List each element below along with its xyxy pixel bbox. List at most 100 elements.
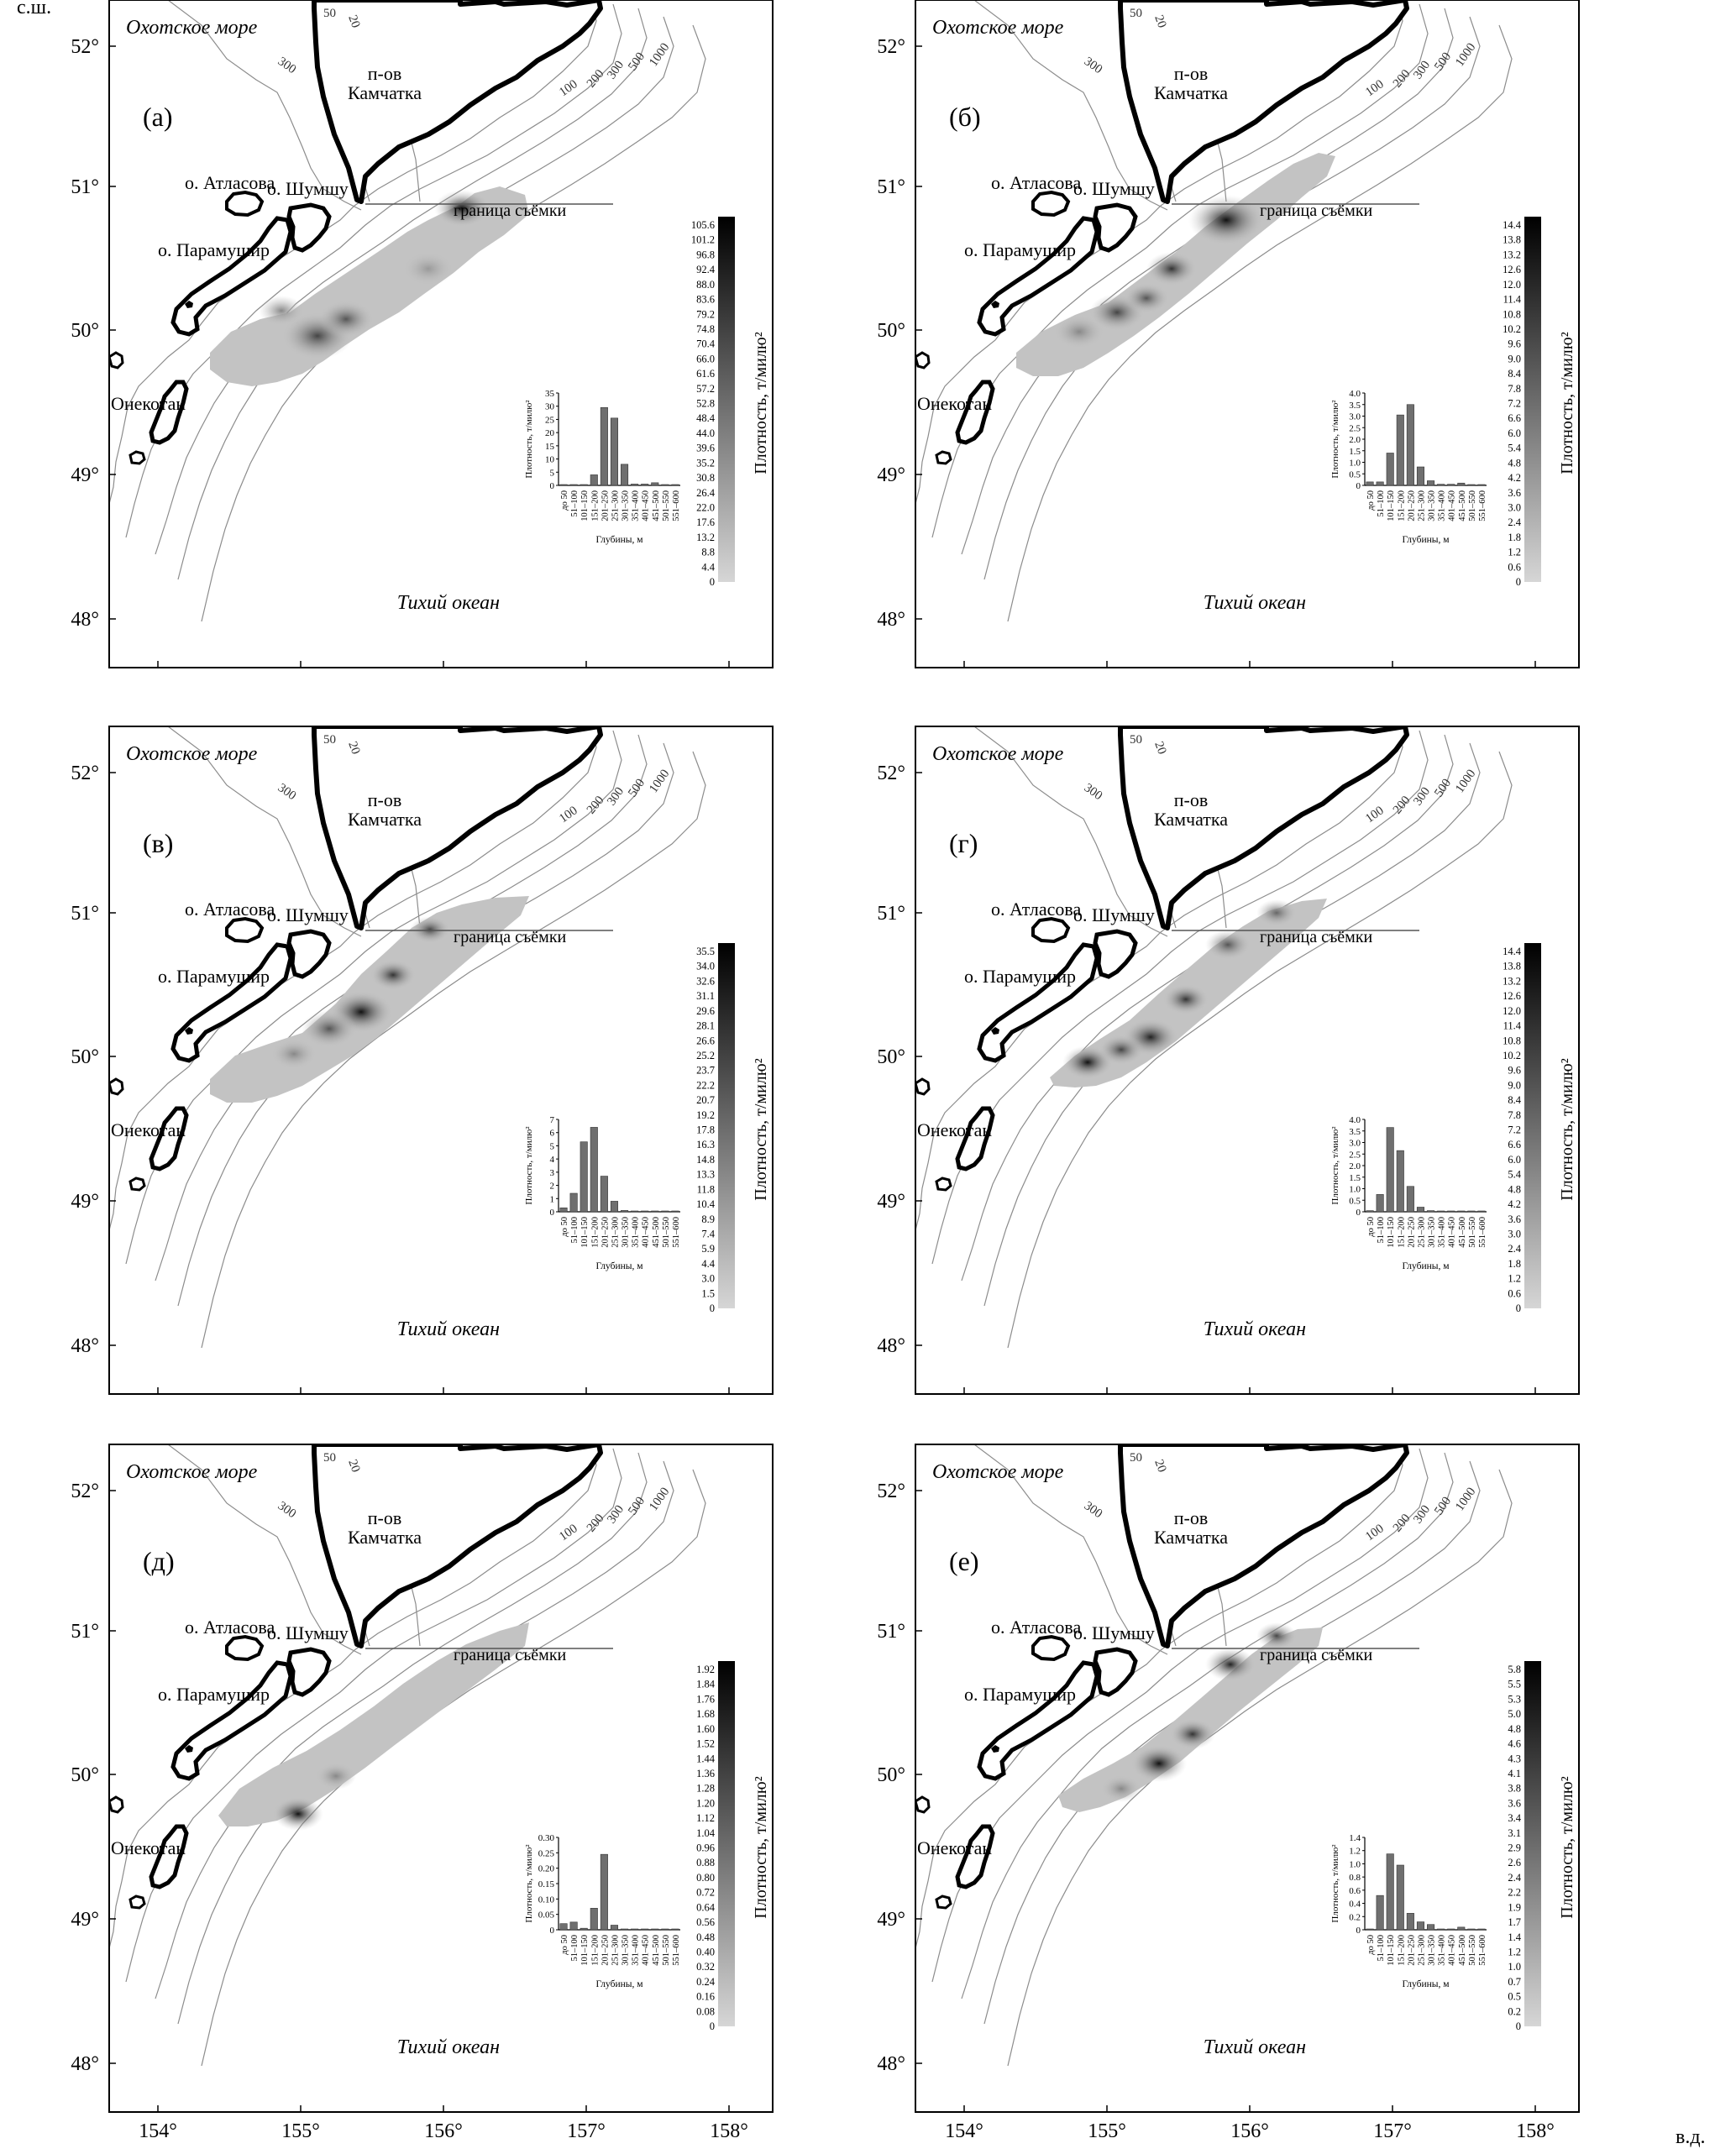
color-bar-tick: 1.2	[1508, 547, 1521, 558]
density-hotspot	[1188, 195, 1264, 245]
inset-bar	[1457, 1210, 1466, 1213]
color-bar-tick: 17.8	[696, 1124, 715, 1136]
paramushir-label: о. Парамушир	[964, 239, 1076, 260]
inset-bar	[1396, 414, 1404, 486]
inset-x-tick-label: 301–350	[621, 490, 631, 521]
density-hotspot	[1101, 1775, 1141, 1802]
color-bar-tick: 22.0	[696, 501, 715, 513]
inset-y-tick-label: 1.5	[1349, 1173, 1361, 1183]
inset-bar	[1447, 1210, 1455, 1213]
color-bar-tick: 39.6	[696, 443, 715, 454]
latitude-label: 49°	[877, 1909, 905, 1931]
inset-x-tick-label: 501–550	[1468, 1217, 1477, 1248]
color-bar-tick: 10.8	[1503, 1035, 1521, 1046]
inset-bar	[1366, 1210, 1374, 1213]
inset-x-tick-label: 51–100	[1377, 490, 1386, 517]
inset-x-tick-label: 301–350	[1428, 490, 1437, 521]
color-bar-tick: 96.8	[696, 249, 715, 260]
color-bar-tick: 1.76	[696, 1693, 715, 1705]
density-hotspot	[1256, 899, 1297, 926]
latitude-label: 50°	[877, 1764, 905, 1786]
inset-x-tick-label: 251–300	[611, 1217, 620, 1248]
latitude-label: 50°	[877, 1046, 905, 1068]
color-bar-tick: 5.4	[1508, 443, 1521, 454]
inset-bar	[651, 1928, 659, 1931]
latitude-label: 52°	[71, 1481, 99, 1502]
inset-x-axis-title: Глубины, м	[595, 1979, 643, 1989]
inset-x-tick-label: 201–250	[1407, 1217, 1416, 1248]
inset-bar-chart: 0 1 2 3 4 5 6 7 до 50 51–100 101–150 151–200 201–250…	[524, 1115, 681, 1271]
color-bar-tick: 19.2	[696, 1109, 715, 1121]
color-bar-tick: 4.1	[1508, 1768, 1521, 1779]
islet	[128, 1177, 146, 1192]
inset-y-axis-title: Плотность, т/милю²	[524, 1126, 534, 1205]
inset-y-tick-label: 0.2	[1349, 1912, 1361, 1922]
isobath-line	[974, 727, 1168, 937]
inset-x-tick-label: 51–100	[570, 1935, 580, 1962]
color-bar-tick: 9.6	[1508, 1065, 1521, 1077]
inset-bar	[1416, 1207, 1424, 1213]
color-bar-tick: 48.4	[696, 412, 716, 424]
latitude-label: 50°	[71, 1046, 99, 1068]
inset-x-tick-label: 551–600	[1478, 1217, 1487, 1248]
color-bar-tick: 23.7	[696, 1065, 715, 1077]
islet	[991, 1745, 999, 1753]
latitude-label: 51°	[877, 903, 905, 925]
color-bar-tick: 12.0	[1503, 279, 1521, 291]
inset-x-tick-label: 401–450	[642, 1217, 651, 1248]
atlasova-island	[1031, 916, 1071, 944]
inset-x-tick-label: 351–400	[1438, 490, 1447, 521]
paramushir-island	[170, 942, 293, 1063]
panel-letter: (д)	[143, 1546, 175, 1576]
inset-bar-chart: 00.51.0 1.5 2.0 2.53.03.5 4.0 до 50 51–100 101–…	[1330, 389, 1487, 545]
color-bar-tick: 1.2	[1508, 1946, 1521, 1957]
inset-x-tick-label: 501–550	[662, 1935, 671, 1966]
east-longitude-label: в.д.	[1676, 2126, 1706, 2148]
density-hotspot	[370, 960, 416, 990]
islet	[916, 351, 931, 369]
color-bar-tick: 6.6	[1508, 1139, 1521, 1150]
color-bar-tick: 1.8	[1508, 532, 1521, 543]
pacific-ocean-label: Тихий океан	[397, 1318, 500, 1340]
kamchatka-label: п-ов	[368, 63, 402, 84]
longitude-label: 158°	[710, 2120, 748, 2142]
inset-x-tick-label: 451–500	[1458, 1935, 1467, 1966]
color-bar-tick: 17.6	[696, 516, 715, 528]
isobath-line	[1007, 24, 1513, 622]
okhotsk-sea-label: Охотское море	[932, 1461, 1064, 1483]
color-bar-tick: 0.16	[696, 1991, 715, 2003]
latitude-label: 52°	[877, 763, 905, 784]
color-bar-tick: 29.6	[696, 1005, 715, 1017]
inset-y-tick-label: 1.0	[1349, 459, 1361, 469]
kamchatka-label: Камчатка	[348, 809, 422, 830]
density-hotspot	[434, 190, 490, 227]
atlasova-label: о. Атласова	[991, 1617, 1081, 1638]
latitude-label: 51°	[877, 1621, 905, 1643]
inset-bar	[590, 1908, 598, 1931]
islet	[935, 1895, 952, 1910]
inset-bar	[1416, 1921, 1424, 1931]
survey-border-label: граница съёмки	[454, 1646, 567, 1664]
inset-bar	[621, 1928, 629, 1931]
inset-bar	[580, 1927, 588, 1931]
paramushir-label: о. Парамушир	[964, 1684, 1076, 1705]
inset-x-tick-label: 151–200	[590, 490, 600, 521]
inset-x-tick-label: 51–100	[1377, 1217, 1386, 1244]
inset-bar	[1376, 1194, 1384, 1213]
isobath-label: 20	[345, 1458, 362, 1475]
pacific-ocean-label: Тихий океан	[397, 592, 500, 614]
inset-bar	[1457, 482, 1466, 486]
inset-bar	[569, 1921, 578, 1931]
okhotsk-sea-label: Охотское море	[932, 743, 1064, 765]
inset-bar	[1467, 1928, 1476, 1931]
inset-y-tick-label: 0	[1356, 481, 1361, 491]
color-bar-tick: 66.0	[696, 353, 715, 364]
inset-y-tick-label: 7	[550, 1115, 555, 1125]
color-bar-tick: 34.0	[696, 961, 715, 972]
inset-y-tick-label: 2	[550, 1182, 555, 1192]
inset-y-tick-label: 6	[550, 1129, 555, 1139]
isobath-label: 20	[345, 13, 362, 30]
survey-border-label: граница съёмки	[454, 202, 567, 220]
density-hotspot	[1131, 1745, 1187, 1782]
inset-bar	[631, 484, 639, 486]
